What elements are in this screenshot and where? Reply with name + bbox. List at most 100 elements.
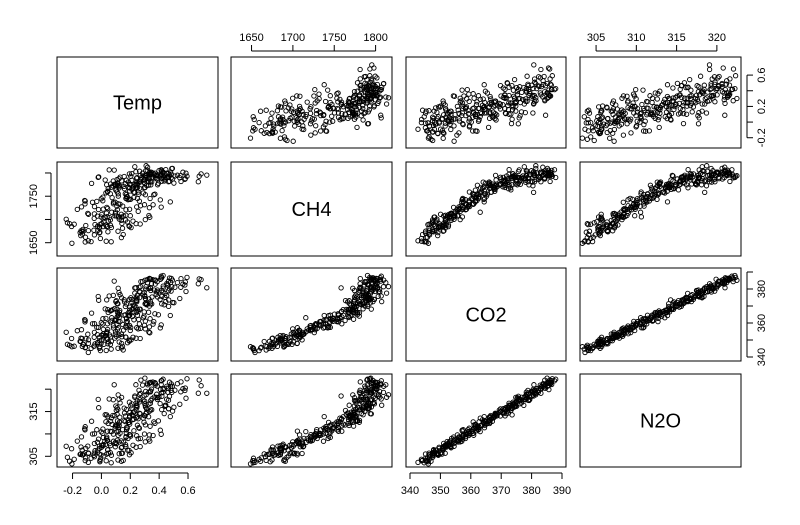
data-point bbox=[492, 172, 499, 179]
data-point bbox=[138, 175, 144, 181]
data-point bbox=[703, 183, 710, 189]
data-point bbox=[131, 194, 137, 201]
data-point bbox=[149, 294, 155, 300]
data-point bbox=[722, 100, 728, 107]
data-point bbox=[104, 434, 110, 440]
data-point bbox=[722, 285, 728, 291]
data-point bbox=[142, 173, 148, 179]
data-point bbox=[82, 239, 88, 245]
data-point bbox=[150, 432, 156, 439]
data-point bbox=[724, 94, 731, 100]
data-point bbox=[85, 340, 92, 347]
data-point bbox=[448, 210, 455, 216]
data-point bbox=[130, 218, 136, 224]
data-point bbox=[174, 172, 181, 178]
data-point bbox=[146, 205, 153, 211]
data-point bbox=[474, 423, 481, 429]
data-point bbox=[419, 231, 426, 238]
data-point bbox=[180, 169, 186, 175]
data-point bbox=[583, 120, 589, 126]
data-point bbox=[291, 118, 297, 124]
data-point bbox=[157, 325, 163, 331]
data-point bbox=[611, 216, 617, 222]
data-point bbox=[627, 118, 633, 124]
data-point bbox=[460, 121, 466, 128]
data-point bbox=[380, 389, 387, 396]
data-point bbox=[484, 420, 490, 427]
data-point bbox=[515, 86, 522, 92]
data-point bbox=[147, 214, 153, 220]
data-point bbox=[515, 121, 521, 127]
data-point bbox=[356, 407, 363, 413]
data-point bbox=[158, 273, 164, 279]
data-point bbox=[301, 126, 307, 133]
data-point bbox=[98, 452, 104, 458]
data-point bbox=[183, 170, 189, 176]
data-point bbox=[137, 306, 143, 312]
data-point bbox=[637, 113, 644, 120]
data-point bbox=[588, 134, 594, 140]
data-point bbox=[118, 331, 124, 337]
data-point bbox=[299, 108, 305, 114]
data-point bbox=[704, 163, 710, 169]
data-point bbox=[120, 321, 126, 328]
tick-label: 315 bbox=[667, 32, 685, 44]
data-point bbox=[481, 110, 488, 116]
points-temp-vs-n2o bbox=[579, 62, 740, 144]
data-point bbox=[716, 73, 722, 80]
data-point bbox=[634, 201, 641, 207]
tick-label: 380 bbox=[522, 485, 540, 497]
data-point bbox=[277, 443, 283, 449]
data-point bbox=[154, 182, 161, 188]
data-point bbox=[296, 121, 302, 127]
data-point bbox=[301, 331, 307, 337]
data-point bbox=[345, 420, 351, 427]
data-point bbox=[708, 165, 714, 172]
data-point bbox=[88, 180, 95, 187]
data-point bbox=[625, 98, 631, 104]
data-point bbox=[586, 110, 593, 116]
data-point bbox=[621, 207, 628, 214]
data-point bbox=[120, 213, 127, 219]
data-point bbox=[330, 318, 336, 324]
data-point bbox=[625, 323, 631, 329]
data-point bbox=[480, 184, 487, 190]
data-point bbox=[121, 410, 128, 416]
data-point bbox=[342, 297, 349, 304]
data-point bbox=[517, 175, 523, 181]
data-point bbox=[596, 338, 603, 345]
data-point bbox=[462, 104, 469, 111]
data-point bbox=[357, 76, 363, 82]
data-point bbox=[114, 418, 121, 424]
data-point bbox=[109, 317, 115, 324]
data-point bbox=[381, 80, 387, 87]
data-point bbox=[702, 189, 708, 196]
tick-label: -0.2 bbox=[63, 485, 82, 497]
data-point bbox=[524, 73, 530, 79]
data-point bbox=[134, 403, 140, 409]
data-point bbox=[701, 82, 707, 88]
data-point bbox=[456, 116, 462, 122]
data-point bbox=[362, 89, 368, 95]
data-point bbox=[426, 231, 432, 237]
data-point bbox=[92, 448, 98, 454]
data-point bbox=[660, 101, 666, 108]
data-point bbox=[372, 97, 378, 103]
data-point bbox=[129, 313, 135, 320]
data-point bbox=[263, 107, 269, 113]
data-point bbox=[133, 169, 139, 175]
data-point bbox=[204, 285, 210, 291]
data-point bbox=[283, 108, 289, 114]
data-point bbox=[290, 95, 296, 101]
data-point bbox=[317, 319, 324, 325]
data-point bbox=[669, 98, 675, 104]
data-point bbox=[83, 336, 89, 342]
data-point bbox=[91, 450, 97, 456]
data-point bbox=[125, 435, 131, 442]
data-point bbox=[247, 461, 254, 467]
data-point bbox=[531, 179, 538, 185]
data-point bbox=[115, 457, 121, 463]
data-point bbox=[435, 229, 441, 236]
data-point bbox=[592, 232, 598, 238]
data-point bbox=[596, 130, 603, 137]
